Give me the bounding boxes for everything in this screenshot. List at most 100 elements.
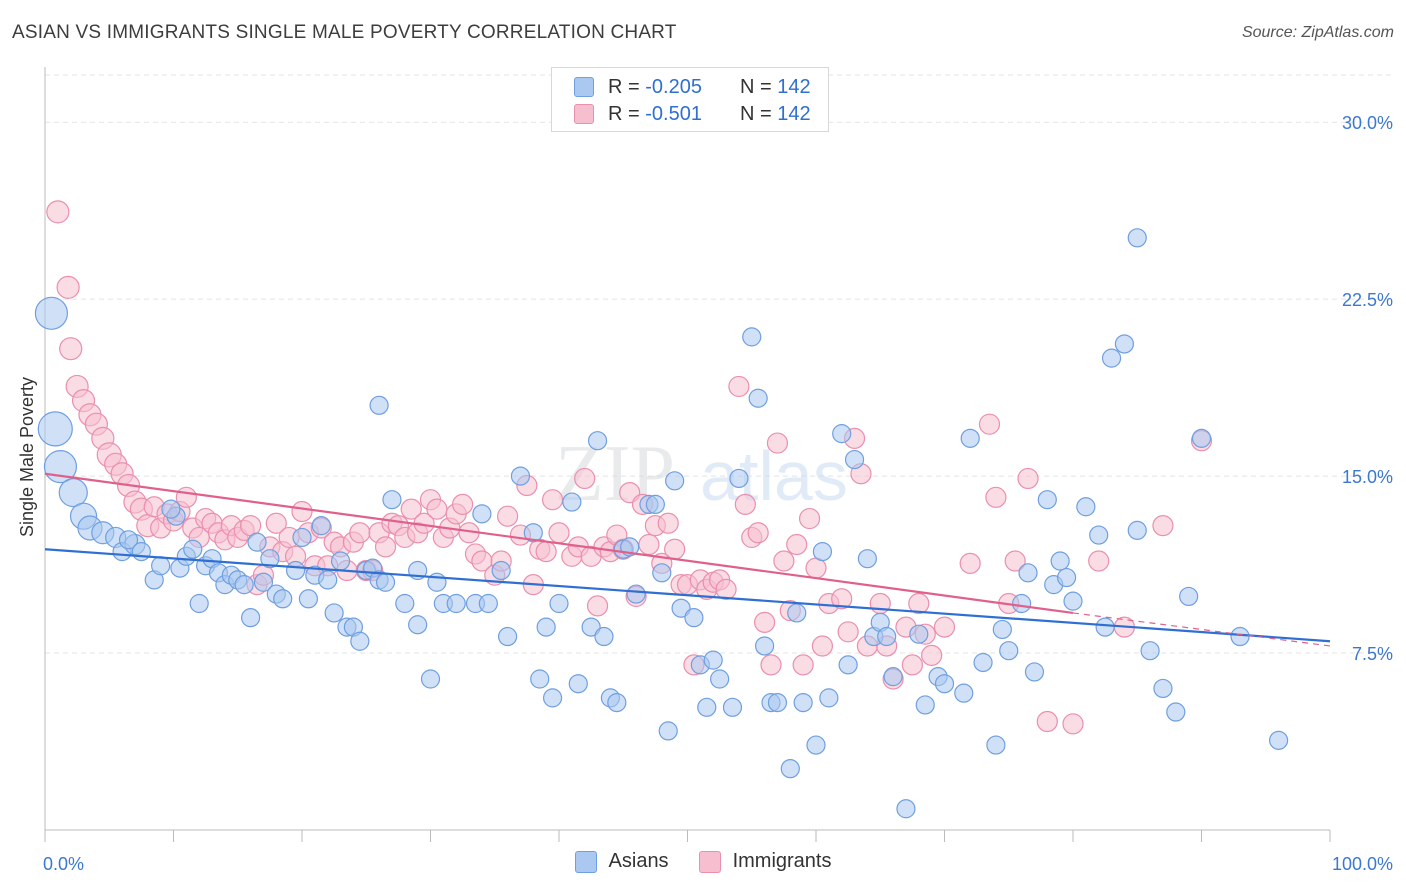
n-label: N = bbox=[740, 75, 772, 98]
asians-point bbox=[161, 499, 181, 519]
asians-point bbox=[999, 641, 1019, 661]
immigrants-point bbox=[901, 654, 923, 676]
n-value-immigrants: 142 bbox=[777, 102, 811, 125]
n-label: N = bbox=[740, 102, 772, 125]
asians-point bbox=[498, 626, 518, 647]
trend-lines bbox=[44, 472, 1331, 647]
asians-point bbox=[318, 570, 338, 590]
asians-point bbox=[1166, 702, 1186, 722]
asians-point bbox=[1063, 591, 1083, 611]
immigrants-point bbox=[773, 550, 795, 572]
asians-point bbox=[536, 617, 556, 637]
asians-point bbox=[311, 516, 331, 536]
r-value-asians: -0.205 bbox=[645, 75, 702, 98]
asians-point bbox=[729, 468, 749, 489]
asians-point bbox=[1230, 626, 1250, 647]
immigrants-point bbox=[586, 595, 609, 617]
asians-point bbox=[510, 466, 531, 486]
x-tick-label: 0.0% bbox=[43, 854, 84, 874]
n-value-asians: 142 bbox=[777, 75, 811, 98]
asians-point bbox=[819, 688, 839, 708]
immigrants-point bbox=[1088, 550, 1110, 572]
asians-point bbox=[1089, 525, 1109, 545]
asians-point bbox=[742, 327, 762, 347]
asians-point bbox=[253, 572, 274, 592]
asians-point bbox=[330, 551, 351, 571]
immigrants-point bbox=[291, 500, 313, 523]
asians-point bbox=[838, 655, 858, 675]
asians-point bbox=[247, 532, 267, 552]
asians-point bbox=[241, 608, 261, 628]
immigrants-point bbox=[1036, 710, 1058, 733]
asians-point bbox=[382, 490, 402, 510]
immigrants-point bbox=[766, 432, 789, 454]
asians-point bbox=[1140, 641, 1160, 661]
asians-point bbox=[478, 593, 498, 614]
immigrants-point bbox=[541, 489, 564, 511]
asians-point bbox=[658, 721, 678, 741]
asians-point bbox=[1153, 678, 1173, 699]
asians-trend-line bbox=[44, 548, 1331, 643]
asians-point bbox=[703, 650, 723, 670]
legend-item-immigrants[interactable]: Immigrants bbox=[698, 850, 832, 873]
legend-row-asians: R = -0.205 N = 142 bbox=[574, 74, 811, 100]
y-tick-label: 30.0% bbox=[1342, 113, 1393, 133]
asians-point bbox=[748, 388, 768, 408]
immigrants-point bbox=[400, 498, 422, 520]
immigrants-swatch bbox=[574, 104, 594, 124]
asians-point bbox=[665, 471, 685, 491]
asians-point bbox=[568, 674, 588, 694]
immigrants-point bbox=[760, 654, 782, 676]
y-tick-label: 7.5% bbox=[1352, 644, 1393, 664]
asians-point bbox=[587, 431, 608, 451]
immigrants-point bbox=[175, 486, 197, 508]
asians-points bbox=[34, 228, 1289, 819]
immigrants-point bbox=[664, 538, 686, 560]
immigrants-point bbox=[574, 467, 596, 490]
asians-point bbox=[594, 626, 614, 647]
asians-point bbox=[857, 549, 878, 569]
asians-swatch bbox=[574, 77, 594, 97]
asians-point bbox=[780, 759, 800, 779]
asians-point bbox=[896, 799, 916, 819]
y-tick-label: 22.5% bbox=[1342, 290, 1393, 310]
immigrants-point bbox=[715, 578, 737, 600]
asians-point bbox=[883, 667, 903, 687]
asians-point bbox=[183, 539, 203, 559]
asians-point bbox=[787, 603, 807, 623]
immigrants-point bbox=[959, 552, 981, 574]
asians-point bbox=[1268, 730, 1289, 750]
asians-point bbox=[37, 411, 73, 447]
asians-legend-swatch bbox=[574, 850, 597, 873]
asians-point bbox=[350, 631, 370, 651]
immigrants-point bbox=[497, 505, 519, 527]
asians-point bbox=[954, 683, 974, 703]
immigrants-point bbox=[452, 493, 474, 516]
immigrants-legend-label: Immigrants bbox=[732, 850, 832, 872]
immigrants-point bbox=[1152, 515, 1174, 537]
legend-item-asians[interactable]: Asians bbox=[574, 850, 669, 873]
asians-point bbox=[1024, 662, 1045, 682]
asians-point bbox=[877, 626, 897, 647]
y-tick-label: 15.0% bbox=[1342, 467, 1393, 487]
immigrants-point bbox=[46, 200, 70, 224]
asians-point bbox=[960, 428, 980, 448]
immigrants-point bbox=[811, 635, 834, 657]
immigrants-point bbox=[792, 654, 814, 676]
asians-point bbox=[530, 669, 550, 689]
immigrants-point bbox=[426, 498, 448, 520]
asians-point bbox=[1037, 490, 1057, 510]
asians-point bbox=[562, 492, 582, 512]
y-axis-label: Single Male Poverty bbox=[17, 377, 37, 537]
asians-point bbox=[626, 584, 646, 604]
asians-point bbox=[375, 572, 396, 592]
immigrants-point bbox=[1062, 713, 1084, 735]
asians-point bbox=[58, 478, 88, 508]
immigrants-point bbox=[933, 616, 956, 638]
immigrants-point bbox=[985, 486, 1007, 508]
asians-point bbox=[234, 575, 254, 595]
immigrants-point bbox=[734, 493, 756, 516]
asians-point bbox=[581, 617, 601, 637]
asians-point bbox=[697, 697, 717, 717]
